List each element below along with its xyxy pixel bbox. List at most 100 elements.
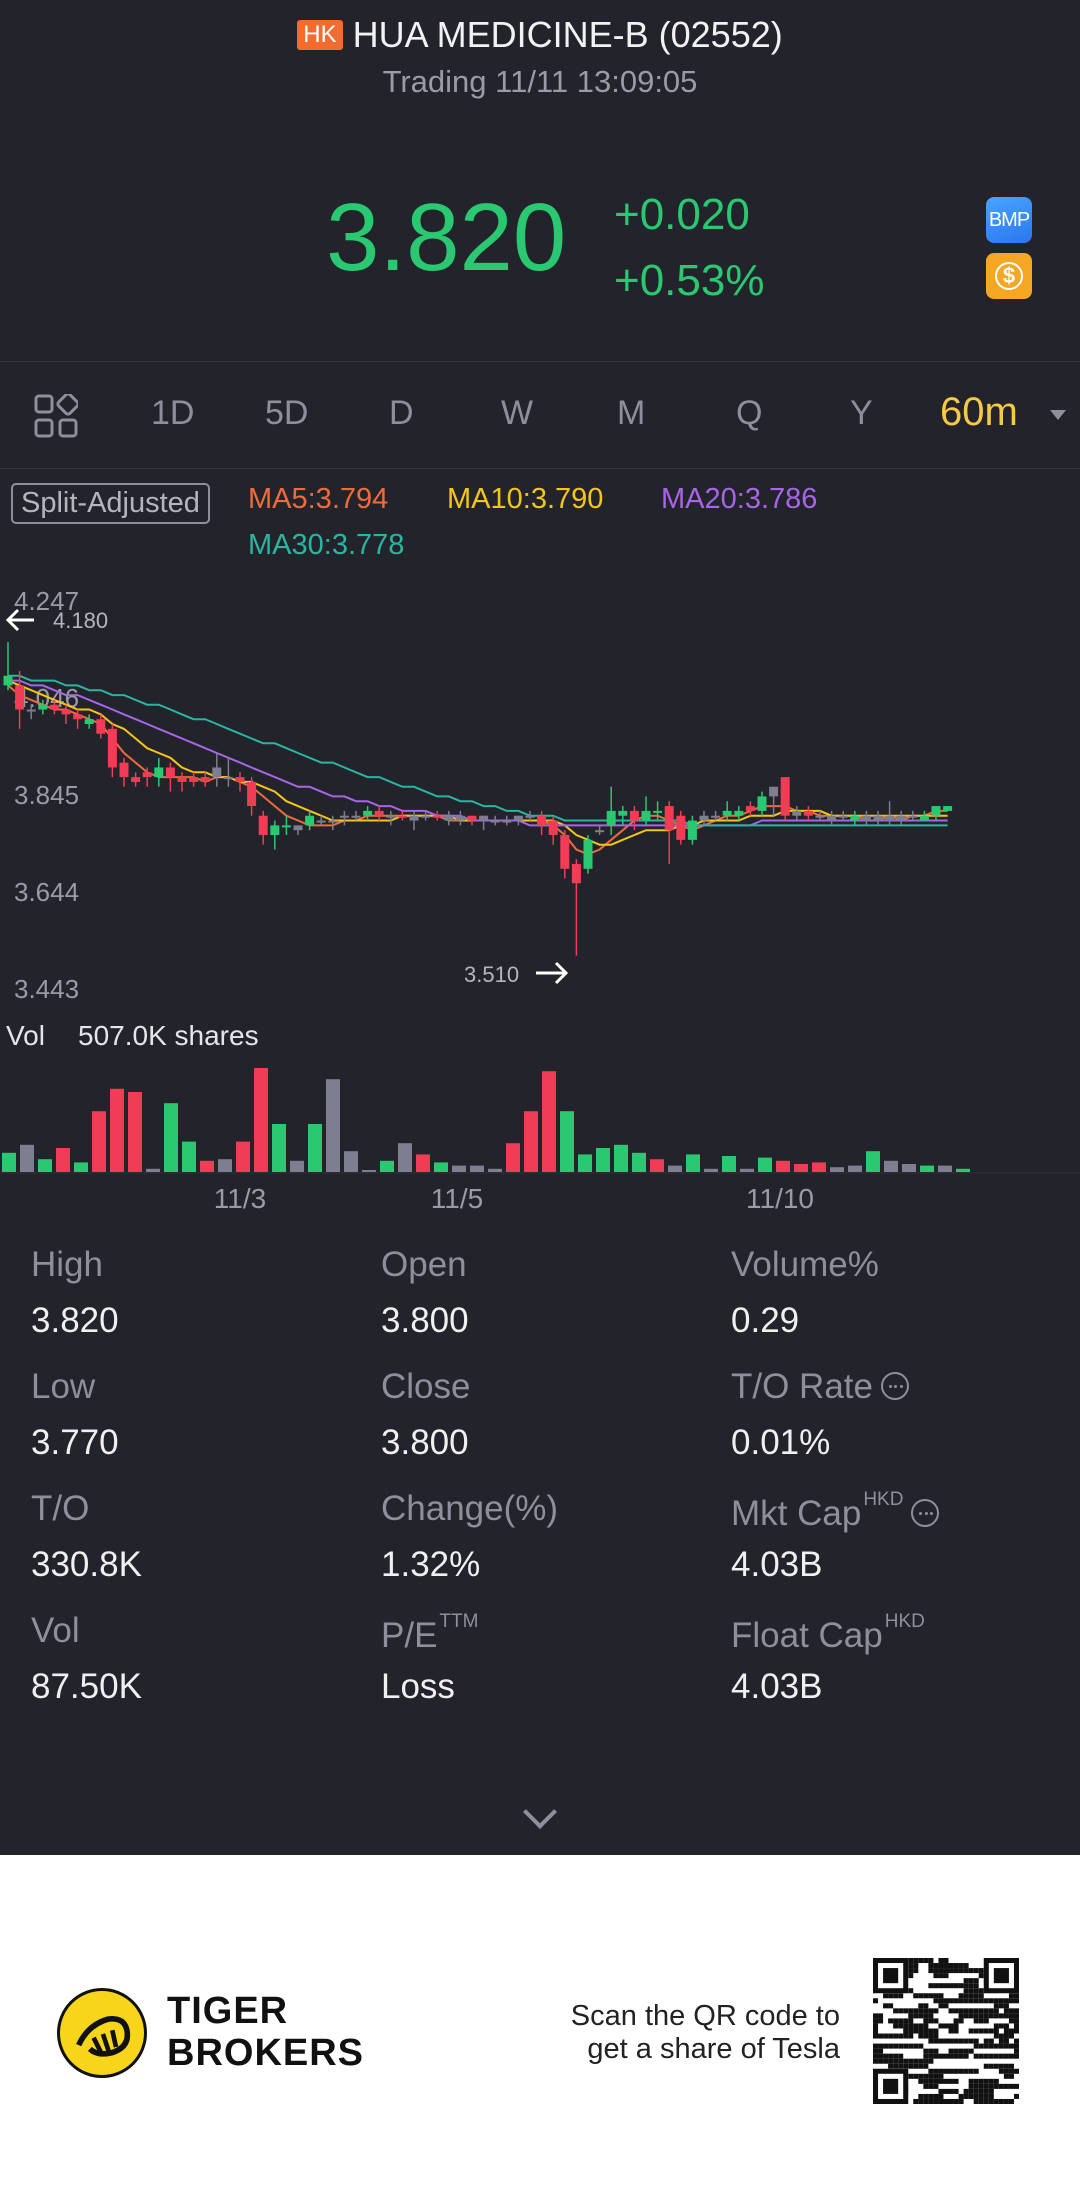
market-badge: HK <box>297 20 343 50</box>
candle <box>73 714 83 720</box>
candle <box>629 810 639 821</box>
candle <box>165 767 175 778</box>
stat-value-high: 3.820 <box>31 1301 119 1340</box>
bmp-icon[interactable]: BMP <box>986 197 1032 243</box>
divider <box>0 361 1080 362</box>
tab-5d[interactable]: 5D <box>265 394 309 432</box>
grid-layout-icon[interactable] <box>34 394 78 438</box>
stock-name: HUA MEDICINE-B (02552) <box>352 14 783 55</box>
dollar-icon[interactable]: $ <box>986 253 1032 299</box>
volume-bar <box>164 1103 178 1172</box>
low-marker-label: 3.510 <box>464 962 519 987</box>
ma30-line <box>8 674 948 827</box>
tab-w[interactable]: W <box>501 394 534 432</box>
candle <box>687 820 697 840</box>
volume-bar <box>704 1168 718 1172</box>
volume-bar <box>434 1162 448 1172</box>
candle <box>873 815 883 821</box>
volume-bar <box>488 1168 502 1172</box>
ma5-line <box>7 684 948 856</box>
split-adjusted-toggle[interactable]: Split-Adjusted <box>11 483 210 524</box>
volume-bar <box>650 1159 664 1172</box>
tab-60m[interactable]: 60m <box>940 390 1018 434</box>
scan-text-line1: Scan the QR code to <box>570 2000 840 2032</box>
volume-bar <box>236 1141 250 1172</box>
candle <box>502 820 512 823</box>
tab-d[interactable]: D <box>389 394 414 432</box>
ma20-label: MA20:3.786 <box>661 483 818 515</box>
volume-bar <box>776 1160 790 1172</box>
candle <box>479 815 489 821</box>
dropdown-arrow-icon[interactable] <box>1050 410 1066 420</box>
volume-bar <box>848 1165 862 1172</box>
candle <box>316 820 326 823</box>
volume-bar <box>218 1159 232 1172</box>
stat-value-close: 3.800 <box>381 1423 469 1462</box>
volume-bar <box>884 1160 898 1172</box>
left-arrow-icon <box>5 608 34 632</box>
stat-value-vol: 87.50K <box>31 1667 142 1706</box>
candle <box>676 815 686 840</box>
more-info-icon[interactable] <box>880 1372 909 1400</box>
candle <box>595 830 605 833</box>
stat-label-text: Mkt Cap <box>731 1494 862 1533</box>
candle <box>653 810 663 813</box>
candle <box>467 815 477 821</box>
candle <box>664 806 674 831</box>
candle <box>107 728 117 768</box>
candle <box>943 806 953 811</box>
candle <box>769 786 779 797</box>
stat-value-volume: 0.29 <box>731 1301 800 1340</box>
tab-y[interactable]: Y <box>850 394 873 432</box>
candle <box>896 815 906 821</box>
volume-bar <box>740 1168 754 1172</box>
candle <box>861 815 871 821</box>
candle <box>96 719 106 734</box>
right-arrow-icon <box>536 961 569 985</box>
candle <box>351 815 361 818</box>
divider <box>0 1172 1080 1173</box>
candle <box>827 815 837 821</box>
volume-bar <box>344 1151 358 1172</box>
candle <box>131 777 141 782</box>
stat-label-t-o: T/O <box>31 1489 89 1529</box>
trading-status: Trading 11/11 13:09:05 <box>382 64 698 99</box>
tab-q[interactable]: Q <box>736 394 763 432</box>
stat-value-t-o-rate: 0.01% <box>731 1423 831 1462</box>
candle <box>293 825 303 831</box>
stat-value-p-e: Loss <box>381 1667 455 1706</box>
tab-m[interactable]: M <box>617 394 646 432</box>
candle <box>908 815 918 818</box>
tab-1d[interactable]: 1D <box>151 394 195 432</box>
volume-bar <box>2 1152 16 1172</box>
volume-bar <box>524 1111 538 1172</box>
qr-code[interactable] <box>873 1958 1019 2104</box>
stat-label-text: Low <box>31 1367 96 1406</box>
volume-bar <box>758 1157 772 1172</box>
stat-label-text: High <box>31 1245 103 1284</box>
candle <box>432 815 442 818</box>
ma5-label: MA5:3.794 <box>248 483 389 515</box>
candle <box>212 767 222 778</box>
volume-bar <box>722 1156 736 1172</box>
more-info-icon[interactable] <box>911 1499 940 1527</box>
candle <box>374 810 384 816</box>
price-change-percent: +0.53% <box>614 256 765 305</box>
chevron-down-icon[interactable] <box>523 1795 557 1829</box>
stat-label-text: P/E <box>381 1616 438 1655</box>
volume-label: Vol <box>6 1020 45 1051</box>
candle <box>525 815 535 818</box>
candle <box>618 810 628 816</box>
candle <box>142 772 152 778</box>
y-tick-label: 4.247 <box>14 586 79 616</box>
candle <box>757 796 767 811</box>
candle <box>200 777 210 782</box>
ma10-label: MA10:3.790 <box>447 483 604 515</box>
stat-label-text: Close <box>381 1367 471 1406</box>
candle <box>235 777 245 782</box>
ma20-line <box>8 679 948 827</box>
candle <box>919 815 929 821</box>
candle <box>444 815 454 821</box>
candle <box>223 777 233 780</box>
